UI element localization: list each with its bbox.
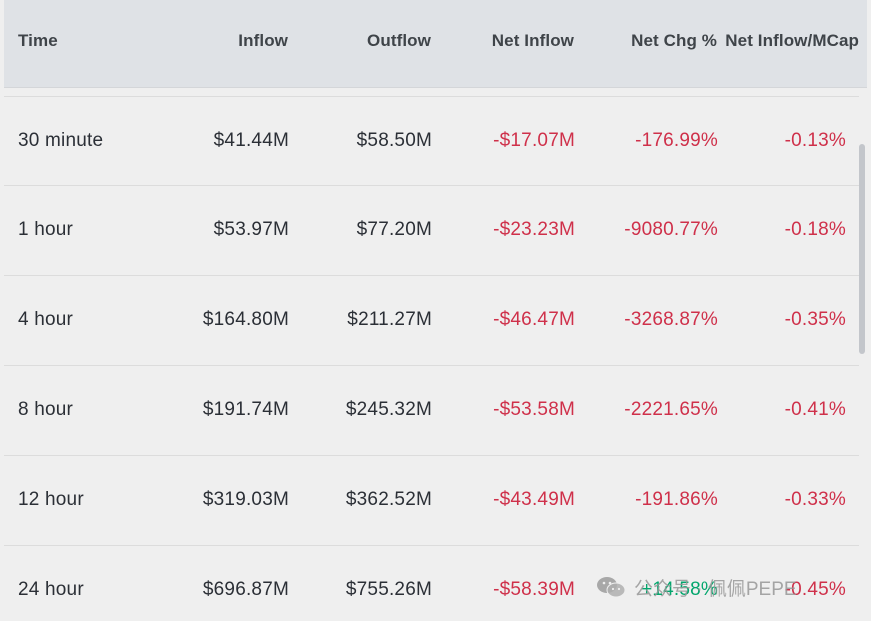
- cell-inflow: $319.03M: [202, 489, 289, 510]
- cell-net-chg: -176.99%: [635, 130, 718, 151]
- cell-net-mcap: -0.13%: [784, 130, 846, 151]
- cell-inflow: $696.87M: [202, 579, 289, 600]
- cell-net-inflow: -$17.07M: [493, 130, 575, 151]
- header-net-chg[interactable]: Net Chg %: [631, 31, 717, 50]
- cell-net-mcap: -0.33%: [784, 489, 846, 510]
- vertical-scrollbar[interactable]: [859, 144, 865, 354]
- cell-inflow: $53.97M: [213, 219, 289, 240]
- cell-net-mcap: -0.41%: [784, 399, 846, 420]
- cell-inflow: $191.74M: [202, 399, 289, 420]
- cell-outflow: $58.50M: [356, 130, 432, 151]
- cell-net-inflow: -$23.23M: [493, 219, 575, 240]
- cell-time: 8 hour: [18, 399, 74, 420]
- cell-net-chg: -3268.87%: [624, 309, 718, 330]
- cell-net-inflow: -$53.58M: [493, 399, 575, 420]
- cell-net-chg: +14.58%: [641, 579, 718, 600]
- cell-outflow: $755.26M: [345, 579, 432, 600]
- watermark: 公众号 · 佩佩PEPE: [596, 572, 797, 602]
- cell-net-chg: -2221.65%: [624, 399, 718, 420]
- cell-time: 12 hour: [18, 489, 84, 510]
- watermark-text: 公众号 · 佩佩PEPE: [634, 578, 797, 600]
- cell-inflow: $164.80M: [202, 309, 289, 330]
- header-outflow[interactable]: Outflow: [367, 31, 431, 50]
- cell-outflow: $362.52M: [345, 489, 432, 510]
- cell-outflow: $211.27M: [347, 309, 432, 330]
- cell-net-inflow: -$46.47M: [493, 309, 575, 330]
- table-row[interactable]: 12 hour $319.03M $362.52M -$43.49M -191.…: [4, 456, 859, 546]
- header-inflow[interactable]: Inflow: [238, 31, 288, 50]
- wechat-icon: [597, 577, 626, 598]
- header-net-inflow[interactable]: Net Inflow: [491, 31, 574, 50]
- header-time[interactable]: Time: [18, 31, 58, 50]
- cell-inflow: $41.44M: [213, 130, 289, 151]
- cell-time: 24 hour: [18, 579, 84, 600]
- cell-net-mcap: -0.45%: [784, 579, 846, 600]
- cell-net-inflow: -$43.49M: [493, 489, 575, 510]
- cell-net-chg: -191.86%: [635, 489, 718, 510]
- table-row[interactable]: 24 hour $696.87M $755.26M -$58.39M +14.5…: [4, 546, 859, 621]
- cell-net-chg: -9080.77%: [624, 219, 718, 240]
- cell-outflow: $77.20M: [356, 219, 432, 240]
- table-header: Time Inflow Outflow Net Inflow Net Chg %…: [4, 0, 867, 88]
- table-row[interactable]: 30 minute $41.44M $58.50M -$17.07M -176.…: [4, 96, 859, 186]
- table-row[interactable]: 1 hour $53.97M $77.20M -$23.23M -9080.77…: [4, 186, 859, 276]
- table-row[interactable]: 4 hour $164.80M $211.27M -$46.47M -3268.…: [4, 276, 859, 366]
- cell-time: 4 hour: [18, 309, 74, 330]
- cell-net-mcap: -0.18%: [784, 219, 846, 240]
- cell-time: 1 hour: [18, 219, 74, 240]
- header-net-inflow-mcap[interactable]: Net Inflow/MCap: [725, 31, 859, 50]
- cell-time: 30 minute: [18, 130, 104, 151]
- cell-net-inflow: -$58.39M: [493, 579, 575, 600]
- table-row[interactable]: 8 hour $191.74M $245.32M -$53.58M -2221.…: [4, 366, 859, 456]
- cell-outflow: $245.32M: [345, 399, 432, 420]
- cell-net-mcap: -0.35%: [784, 309, 846, 330]
